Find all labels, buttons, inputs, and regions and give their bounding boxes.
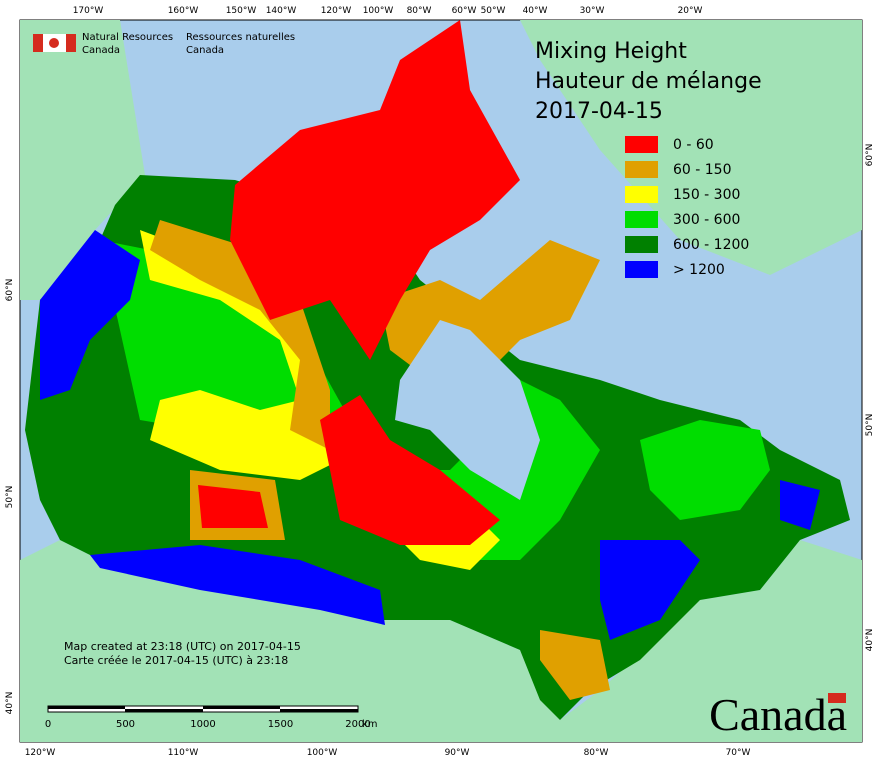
legend-label: 0 - 60 bbox=[673, 137, 714, 153]
longitude-label: 50°W bbox=[481, 6, 506, 16]
longitude-label: 120°W bbox=[321, 6, 352, 16]
land bbox=[20, 20, 862, 742]
longitude-label: 60°W bbox=[452, 6, 477, 16]
legend-swatch bbox=[625, 261, 658, 278]
latitude-label: 40°N bbox=[5, 692, 15, 715]
longitude-label: 100°W bbox=[307, 748, 338, 758]
scale-label: 1500 bbox=[268, 719, 293, 730]
title: Mixing Height bbox=[535, 39, 687, 64]
legend-label: 150 - 300 bbox=[673, 187, 740, 203]
scale-label: 500 bbox=[116, 719, 135, 730]
scale-bar: km bbox=[47, 705, 378, 730]
scale-label: 1000 bbox=[190, 719, 215, 730]
wordmark: Canada bbox=[709, 689, 847, 740]
legend-label: 600 - 1200 bbox=[673, 237, 749, 253]
legend-label: 300 - 600 bbox=[673, 212, 740, 228]
longitude-label: 110°W bbox=[168, 748, 199, 758]
footer-note: Map created at 23:18 (UTC) on 2017-04-15 bbox=[64, 640, 301, 653]
longitude-label: 40°W bbox=[523, 6, 548, 16]
latitude-label: 40°N bbox=[865, 629, 875, 652]
scale-label: 2000 bbox=[345, 719, 370, 730]
footer-note: Carte créée le 2017-04-15 (UTC) à 23:18 bbox=[64, 654, 288, 667]
title: 2017-04-15 bbox=[535, 99, 663, 124]
legend-swatch bbox=[625, 186, 658, 203]
scale-label: 0 bbox=[45, 719, 51, 730]
scale-unit: km bbox=[362, 719, 378, 730]
longitude-label: 20°W bbox=[678, 6, 703, 16]
longitude-label: 80°W bbox=[584, 748, 609, 758]
title: Hauteur de mélange bbox=[535, 69, 762, 94]
latitude-label: 50°N bbox=[5, 486, 15, 509]
longitude-label: 70°W bbox=[726, 748, 751, 758]
agency-en: Natural Resources bbox=[82, 32, 173, 43]
legend-swatch bbox=[625, 236, 658, 253]
legend-swatch bbox=[625, 136, 658, 153]
longitude-label: 80°W bbox=[407, 6, 432, 16]
agency-fr: Ressources naturelles bbox=[186, 32, 295, 43]
longitude-label: 160°W bbox=[168, 6, 199, 16]
legend-swatch bbox=[625, 161, 658, 178]
latitude-label: 50°N bbox=[865, 414, 875, 437]
agency-fr: Canada bbox=[186, 45, 224, 56]
header: Natural Resources Canada Ressources natu… bbox=[33, 32, 295, 56]
longitude-label: 90°W bbox=[445, 748, 470, 758]
longitude-label: 140°W bbox=[266, 6, 297, 16]
longitude-label: 170°W bbox=[73, 6, 104, 16]
legend-label: > 1200 bbox=[673, 262, 725, 278]
agency-en: Canada bbox=[82, 45, 120, 56]
latitude-label: 60°N bbox=[5, 279, 15, 302]
longitude-label: 30°W bbox=[580, 6, 605, 16]
longitude-label: 100°W bbox=[363, 6, 394, 16]
longitude-label: 120°W bbox=[25, 748, 56, 758]
legend-swatch bbox=[625, 211, 658, 228]
longitude-label: 150°W bbox=[226, 6, 257, 16]
latitude-label: 60°N bbox=[865, 144, 875, 167]
legend-label: 60 - 150 bbox=[673, 162, 732, 178]
